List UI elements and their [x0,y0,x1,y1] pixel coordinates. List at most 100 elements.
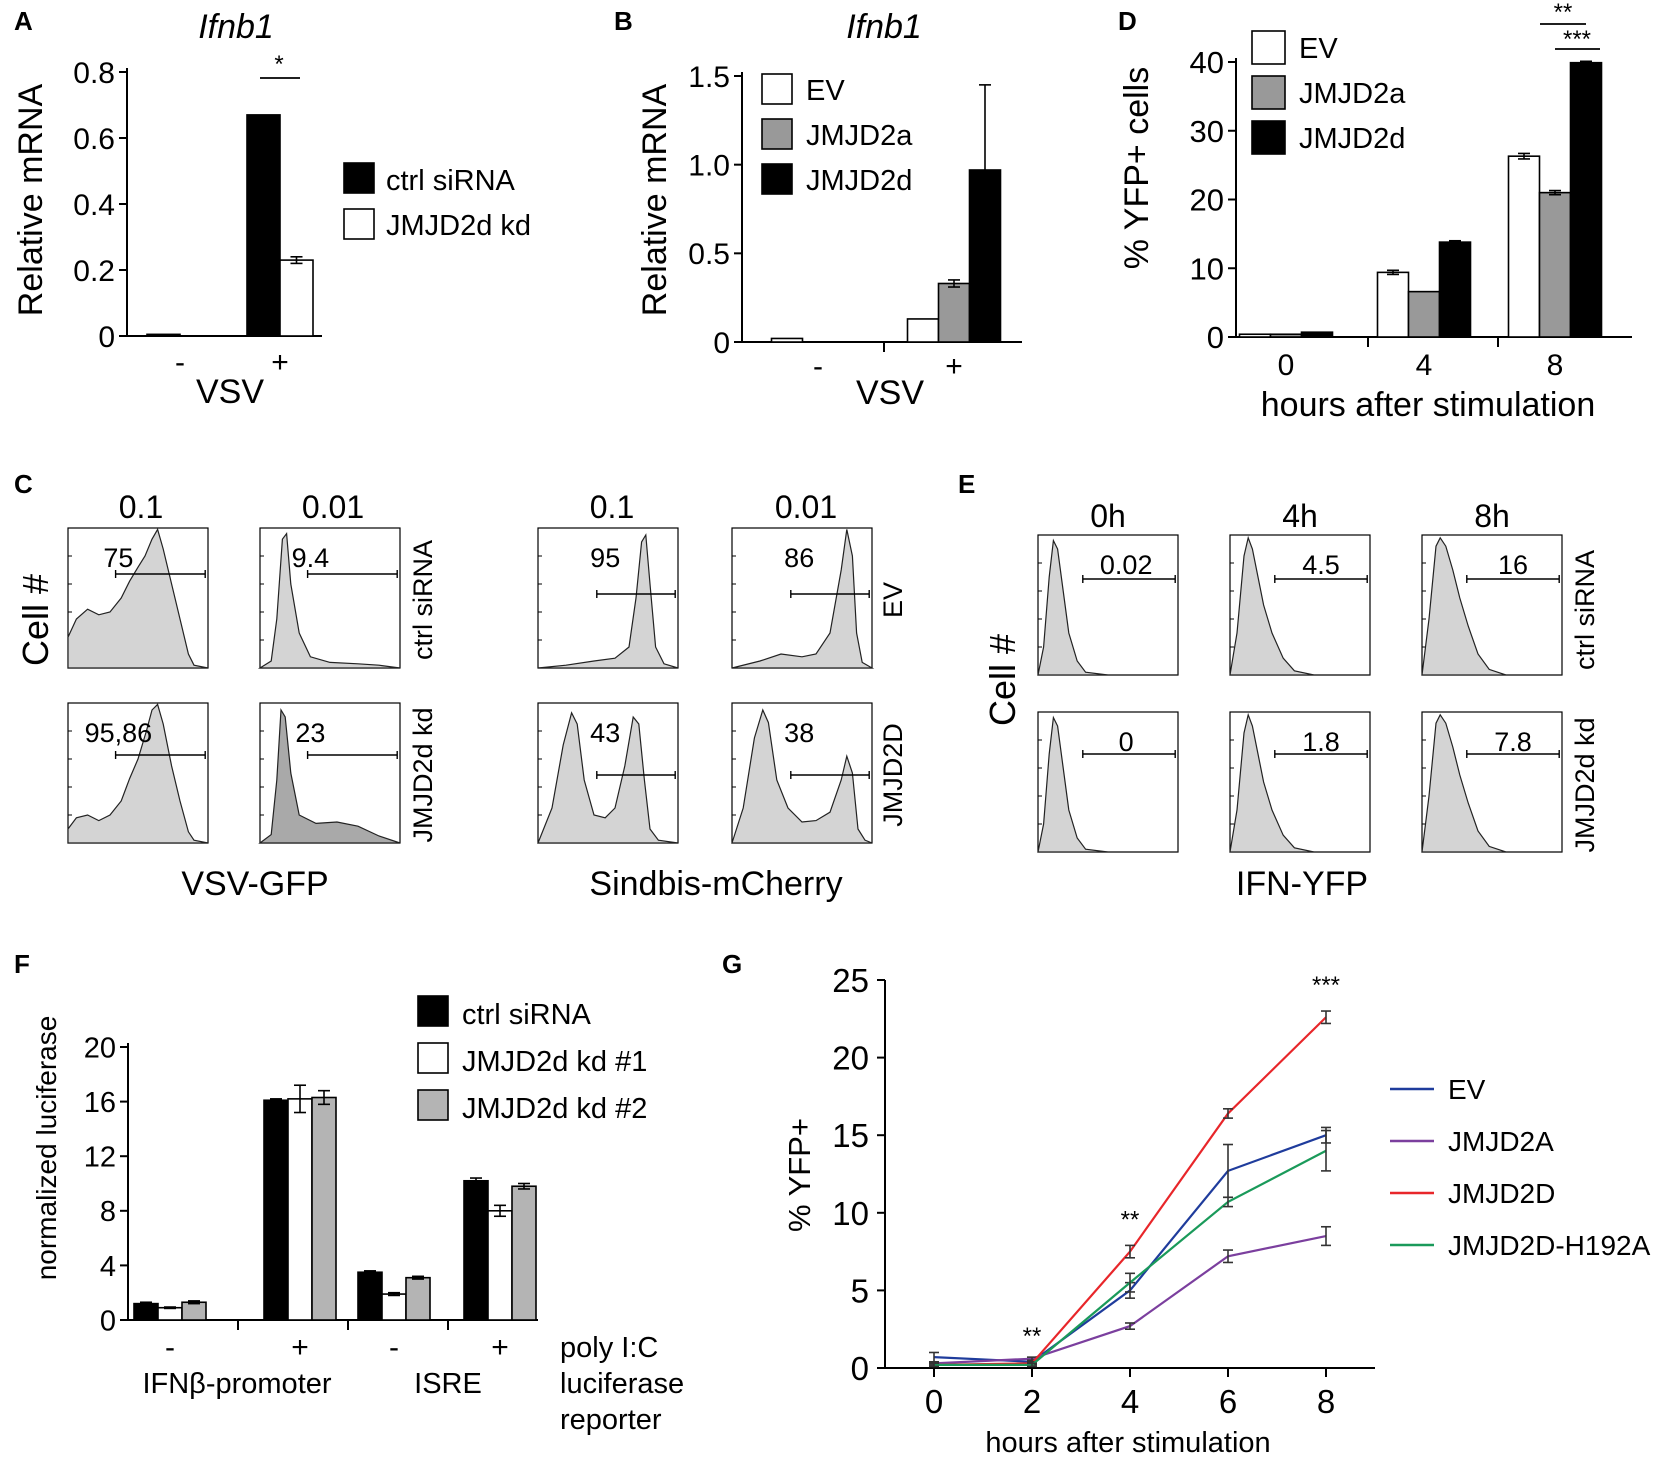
significance-stars: ** [1023,1323,1042,1350]
bar-ev [906,318,940,343]
legend-swatch [761,163,793,195]
y-tick-label: 10 [832,1195,869,1232]
column-label: 0.1 [590,489,634,525]
y-tick-label: 0.6 [73,123,115,156]
row-label: JMJD2D [878,723,908,827]
x-tick-label: 8 [1317,1383,1335,1420]
legend-label: EV [806,75,845,107]
legend-label: JMJD2D-H192A [1448,1230,1651,1261]
panel-a-xlabel: VSV [196,373,264,411]
category-label: - [165,1331,175,1364]
histogram-curve [1037,715,1178,853]
column-label: 0.1 [119,489,163,525]
y-tick-label: 10 [1190,251,1224,286]
panel-label-a: A [14,6,33,36]
bar-jmjd2d-kd-1 [287,1098,313,1321]
category-label: 8 [1547,349,1564,382]
histogram-curve [537,533,679,669]
row-label: reporter [560,1404,662,1436]
histogram-curve [67,703,209,844]
y-tick-label: 0 [100,1305,116,1337]
row-label: JMJD2d kd [408,707,438,842]
row-label: luciferase [560,1368,684,1400]
column-label: 4h [1282,498,1318,534]
legend-label: JMJD2d kd #1 [462,1046,647,1078]
column-label: 0.01 [775,489,837,525]
legend-swatch [1251,75,1286,110]
bar-jmjd2d-kd-2 [311,1096,337,1321]
y-tick-label: 25 [832,962,869,999]
bar-ctrl-sirna [263,1099,289,1321]
legend-swatch [417,995,449,1027]
row-label: ctrl siRNA [1570,550,1600,670]
bar-jmjd2d [1569,61,1603,338]
legend-label: ctrl siRNA [462,999,592,1031]
y-tick-label: 0.5 [688,238,730,271]
x-tick-label: 2 [1023,1383,1041,1420]
histogram-curve [1421,536,1562,676]
bar-jmjd2d [1300,331,1334,338]
legend-label: JMJD2d kd [386,210,531,242]
histogram-curve [1421,713,1562,853]
bar-ctrl-sirna [463,1179,489,1321]
gate-percentage: 86 [784,543,814,573]
panel-f-ylabel: normalized luciferase [31,1016,62,1281]
y-tick-label: 16 [84,1087,116,1119]
group-label: IFNβ-promoter [142,1368,331,1400]
bar-jmjd2d-kd-1 [157,1306,183,1321]
histogram-curve [731,708,873,844]
panel-b-ylabel: Relative mRNA [636,83,674,316]
panel-a-title: Ifnb1 [198,8,274,46]
legend-label: JMJD2a [806,120,913,152]
category-label: + [945,350,963,383]
y-tick-label: 4 [100,1251,116,1283]
gate-percentage: 38 [784,718,814,748]
group-label: ISRE [414,1368,482,1400]
panel-e-ylabel: Cell # [982,634,1023,726]
y-tick-label: 0.4 [73,189,115,222]
y-tick-label: 8 [100,1196,116,1228]
x-tick-label: 0 [925,1383,943,1420]
legend-label: ctrl siRNA [386,165,516,197]
legend-label: JMJD2d [806,165,912,197]
bar-ctrl-sirna [133,1302,159,1321]
gate-percentage: 95 [590,543,620,573]
bar-jmjd2d-kd-2 [405,1276,431,1321]
bar-ev [1507,155,1541,338]
bar-jmjd2d-kd-1 [487,1210,513,1321]
column-label: 0.01 [302,489,364,525]
row-label: poly I:C [560,1332,658,1364]
row-label: EV [878,582,908,618]
panel-b-xlabel: VSV [856,374,924,412]
category-label: - [813,350,823,383]
significance-stars: *** [1312,972,1340,999]
histogram-curve [257,531,401,669]
bar-ctrl-sirna [146,333,181,337]
legend-swatch [761,118,793,150]
gate-percentage: 95,86 [85,718,153,748]
y-tick-label: 0 [851,1350,869,1387]
gate-percentage: 9.4 [292,543,330,573]
significance-stars: *** [1563,26,1591,53]
panel-c-xlabel-2: Sindbis-mCherry [589,865,842,903]
panel-label-f: F [14,949,30,979]
column-label: 8h [1474,498,1510,534]
bar-ev [770,337,804,343]
series-line-jmjd2d [933,1016,1327,1366]
panel-label-d: D [1118,6,1137,36]
column-label: 0h [1090,498,1126,534]
legend-label: JMJD2D [1448,1178,1555,1209]
y-tick-label: 40 [1190,45,1224,80]
category-label: + [491,1331,509,1364]
y-tick-label: 20 [84,1032,116,1064]
panel-c-xlabel-1: VSV-GFP [181,865,328,903]
gate-percentage: 0 [1119,727,1134,757]
bar-ctrl-sirna [246,114,281,337]
legend-label: EV [1448,1074,1486,1105]
gate-percentage: 7.8 [1494,727,1532,757]
x-tick-label: 4 [1121,1383,1139,1420]
category-label: 0 [1278,349,1295,382]
legend-label: JMJD2d [1299,123,1405,155]
x-tick-label: 6 [1219,1383,1237,1420]
gate-percentage: 0.02 [1100,550,1153,580]
